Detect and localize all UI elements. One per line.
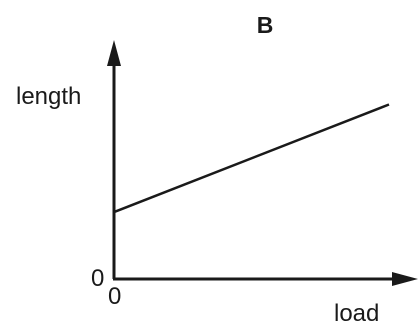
chart-title: B	[257, 12, 274, 38]
y-tick-label-0: 0	[91, 265, 104, 292]
y-axis-arrowhead	[107, 40, 121, 66]
series-layer	[113, 103, 390, 214]
series-line-0	[113, 103, 390, 214]
y-axis-label: length	[16, 83, 81, 110]
x-axis-label: load	[334, 300, 379, 326]
x-tick-label-0: 0	[108, 283, 121, 310]
x-axis-arrowhead	[392, 272, 418, 286]
